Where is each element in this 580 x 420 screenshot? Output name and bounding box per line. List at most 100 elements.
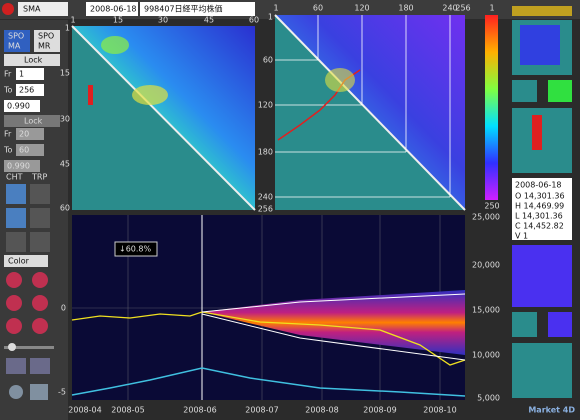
- side-tick: 1: [268, 13, 273, 22]
- top-tick: 120: [354, 4, 369, 13]
- lock: Lock: [24, 117, 43, 126]
- thumbnail[interactable]: [548, 80, 572, 102]
- btn-label: SPO: [8, 32, 24, 41]
- top-tick: 1: [70, 16, 75, 25]
- input[interactable]: [4, 160, 40, 172]
- left-tick: -5: [58, 388, 66, 397]
- info-line: C 14,452.82: [515, 222, 564, 231]
- info-line: H 14,469.99: [515, 202, 564, 211]
- lock: Lock: [24, 56, 43, 65]
- side-tick: 120: [258, 101, 273, 110]
- indicator: SMA: [23, 5, 41, 14]
- top-tick: 1: [273, 4, 278, 13]
- right-tick: 20,000: [472, 261, 500, 270]
- knob[interactable]: [32, 318, 48, 334]
- indicator-select[interactable]: [18, 2, 68, 16]
- side-tick: 240: [258, 193, 273, 202]
- icon[interactable]: [9, 385, 23, 399]
- slider[interactable]: [4, 346, 54, 349]
- date-box[interactable]: [86, 2, 138, 16]
- thumbnail-detail: [520, 25, 560, 65]
- value: 0.990: [7, 162, 30, 171]
- forecast-fan: [202, 290, 465, 355]
- lock-button[interactable]: [4, 54, 60, 66]
- slider[interactable]: [512, 6, 572, 16]
- color-select[interactable]: [4, 255, 48, 267]
- close-button[interactable]: [2, 3, 14, 15]
- top-tick: 60: [313, 4, 323, 13]
- info-line: L 14,301.36: [515, 212, 563, 221]
- side-tick: 30: [60, 115, 70, 124]
- info-date: 2008-06-18: [515, 181, 562, 190]
- x-tick: 2008-08: [305, 406, 338, 415]
- hotspot: [88, 85, 93, 105]
- value: 20: [19, 130, 29, 139]
- right-tick: 25,000: [472, 213, 500, 222]
- knob[interactable]: [32, 295, 48, 311]
- knob[interactable]: [6, 318, 22, 334]
- btn-label: MR: [38, 42, 51, 51]
- label: To: [3, 86, 13, 95]
- btn-label: MA: [8, 42, 21, 51]
- thumbnail[interactable]: [548, 312, 572, 337]
- tab[interactable]: TRP: [31, 173, 47, 182]
- value: 60: [19, 146, 29, 155]
- top-tick: 180: [398, 4, 413, 13]
- band-lower: [201, 313, 466, 361]
- side-tick: 60: [60, 204, 70, 213]
- btn-label: SPO: [38, 32, 54, 41]
- side-tick: 45: [60, 160, 70, 169]
- tool-button[interactable]: [6, 208, 26, 228]
- input[interactable]: [4, 100, 40, 112]
- thumbnail[interactable]: [512, 312, 537, 337]
- icon[interactable]: [30, 358, 50, 374]
- input[interactable]: [16, 144, 44, 156]
- right-tick: 15,000: [472, 306, 500, 315]
- colorbar: [485, 15, 498, 200]
- spo-mr-button[interactable]: [34, 30, 60, 52]
- value: 1: [19, 70, 24, 79]
- thumbnail[interactable]: [512, 343, 572, 398]
- top-tick: 15: [113, 16, 123, 25]
- info-box: [512, 178, 572, 240]
- diagonal: [71, 25, 256, 211]
- side-tick: 256: [258, 205, 273, 214]
- x-tick: 2008-04: [68, 406, 101, 415]
- annotation-box: [114, 241, 158, 257]
- x-tick: 2008-07: [245, 406, 278, 415]
- slider-thumb[interactable]: [8, 343, 16, 351]
- tool-button[interactable]: [30, 208, 50, 228]
- input[interactable]: [16, 84, 44, 96]
- left-tick: 0: [61, 304, 66, 313]
- knob[interactable]: [6, 295, 22, 311]
- input[interactable]: [16, 128, 44, 140]
- spo-ma-button[interactable]: [4, 30, 30, 52]
- colorbar-max: 250: [484, 202, 499, 211]
- thumbnail[interactable]: [512, 245, 572, 307]
- color: Color: [8, 257, 30, 266]
- tool-button[interactable]: [6, 232, 26, 252]
- top-tick: 60: [249, 16, 259, 25]
- x-tick: 2008-05: [111, 406, 144, 415]
- value: 256: [19, 86, 34, 95]
- lock-button[interactable]: [4, 115, 60, 127]
- tool-button[interactable]: [6, 184, 26, 204]
- top-tick: 30: [158, 16, 168, 25]
- tool-button[interactable]: [30, 232, 50, 252]
- side-tick: 15: [60, 69, 70, 78]
- side-tick: 60: [263, 56, 273, 65]
- knob[interactable]: [6, 272, 22, 288]
- thumbnail[interactable]: [512, 80, 537, 102]
- tool-button[interactable]: [30, 184, 50, 204]
- value: 0.990: [7, 102, 30, 111]
- symbol-box[interactable]: [140, 2, 255, 16]
- tab[interactable]: CHT: [6, 173, 23, 182]
- top-tick: 256: [455, 4, 470, 13]
- icon[interactable]: [6, 358, 26, 374]
- thumbnail-detail: [532, 115, 542, 150]
- input[interactable]: [16, 68, 44, 80]
- info-line: V 1: [515, 232, 528, 241]
- icon[interactable]: [30, 384, 48, 400]
- right-tick: 5,000: [477, 394, 500, 403]
- knob[interactable]: [32, 272, 48, 288]
